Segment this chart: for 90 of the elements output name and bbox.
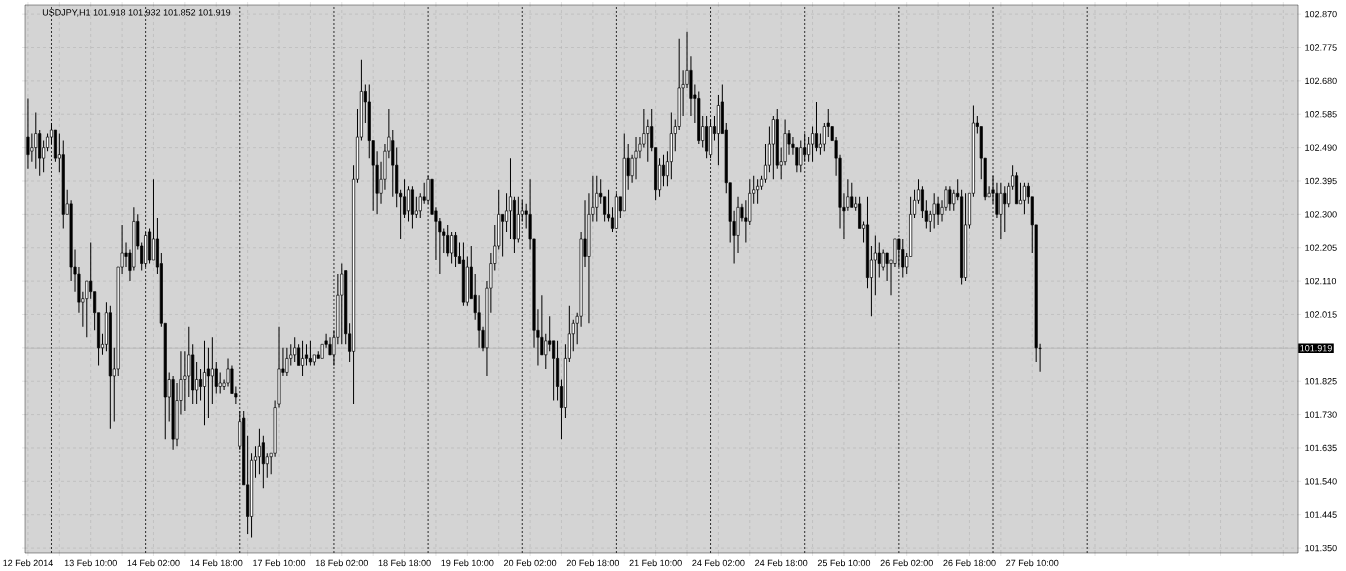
candlestick bbox=[595, 175, 599, 222]
x-tick-label: 24 Feb 18:00 bbox=[755, 559, 808, 567]
y-tick-label: 101.730 bbox=[1305, 411, 1337, 418]
candlestick bbox=[756, 178, 760, 205]
candlestick bbox=[846, 178, 850, 212]
candlestick bbox=[865, 196, 870, 289]
candlestick bbox=[410, 185, 414, 229]
candlestick bbox=[587, 192, 591, 324]
y-tick-label: 101.540 bbox=[1305, 478, 1337, 485]
candlestick bbox=[202, 340, 207, 426]
candlestick bbox=[705, 115, 709, 159]
candlestick bbox=[34, 111, 38, 170]
candlestick bbox=[175, 382, 179, 447]
candlestick bbox=[661, 154, 666, 187]
candlestick bbox=[999, 182, 1003, 240]
candlestick bbox=[206, 347, 210, 419]
x-tick-label: 19 Feb 10:00 bbox=[441, 559, 494, 567]
y-tick-label: 102.775 bbox=[1305, 44, 1337, 51]
y-tick-label: 102.585 bbox=[1305, 111, 1337, 118]
candlestick bbox=[936, 196, 940, 226]
candlestick bbox=[301, 340, 305, 377]
candlestick bbox=[183, 350, 187, 412]
candlestick bbox=[960, 189, 964, 286]
x-tick-label: 18 Feb 02:00 bbox=[315, 559, 368, 567]
candlestick bbox=[1003, 185, 1007, 233]
candlestick bbox=[210, 336, 214, 405]
candlestick bbox=[948, 185, 952, 212]
x-tick-label: 12 Feb 2014 bbox=[3, 559, 53, 567]
x-tick-label: 26 Feb 18:00 bbox=[943, 559, 996, 567]
x-tick-label: 20 Feb 18:00 bbox=[566, 559, 620, 567]
candlestick bbox=[807, 136, 811, 163]
x-tick-label: 20 Feb 02:00 bbox=[504, 559, 557, 567]
candlestick bbox=[38, 129, 42, 177]
candlestick bbox=[191, 343, 195, 405]
candlestick bbox=[944, 185, 948, 212]
candlestick bbox=[403, 178, 407, 219]
candlestick bbox=[250, 452, 254, 539]
candlestick bbox=[261, 435, 265, 489]
x-tick-label: 18 Feb 18:00 bbox=[378, 559, 431, 567]
x-tick-label: 25 Feb 10:00 bbox=[817, 559, 871, 567]
x-tick-label: 24 Feb 02:00 bbox=[692, 559, 745, 567]
y-tick-label: 102.300 bbox=[1305, 211, 1337, 218]
candlestick bbox=[257, 428, 261, 475]
candlestick bbox=[716, 94, 720, 166]
y-tick-label: 101.350 bbox=[1305, 544, 1337, 552]
x-tick-label: 13 Feb 10:00 bbox=[64, 559, 117, 567]
y-tick-label: 101.445 bbox=[1305, 511, 1337, 518]
y-tick-label: 102.395 bbox=[1305, 177, 1337, 185]
candlestick bbox=[199, 368, 203, 402]
candlestick bbox=[340, 263, 344, 345]
candlestick bbox=[391, 129, 395, 198]
candlestick bbox=[285, 347, 289, 377]
x-tick-label: 14 Feb 18:00 bbox=[190, 559, 243, 567]
candlestick bbox=[630, 154, 634, 184]
candlestick bbox=[771, 115, 775, 180]
candlestick bbox=[108, 305, 112, 430]
candlestick bbox=[218, 371, 222, 395]
candlestick bbox=[638, 136, 642, 159]
candlestick bbox=[132, 206, 136, 272]
candlestick bbox=[920, 185, 924, 219]
y-tick-label: 102.490 bbox=[1305, 144, 1337, 151]
x-tick-label: 21 Feb 10:00 bbox=[629, 559, 682, 567]
candlestick bbox=[418, 192, 422, 219]
candlestick bbox=[171, 375, 175, 451]
candlestick bbox=[465, 256, 469, 307]
x-tick-label: 27 Feb 10:00 bbox=[1006, 559, 1059, 567]
candlestick bbox=[783, 119, 787, 166]
y-tick-label: 102.015 bbox=[1305, 311, 1337, 318]
x-tick-label: 26 Feb 02:00 bbox=[880, 559, 933, 567]
y-tick-label: 101.825 bbox=[1305, 378, 1337, 385]
y-tick-label: 102.110 bbox=[1305, 277, 1337, 285]
candlestick bbox=[293, 336, 297, 363]
candlestick bbox=[669, 111, 673, 180]
candlestick bbox=[932, 192, 936, 229]
candlestick bbox=[901, 238, 905, 279]
candlestick bbox=[406, 185, 411, 222]
candlestick bbox=[822, 122, 826, 152]
candlestick bbox=[187, 326, 191, 398]
y-tick-label: 102.205 bbox=[1305, 244, 1337, 251]
candlestick bbox=[873, 234, 877, 296]
x-tick-label: 14 Feb 02:00 bbox=[127, 559, 180, 567]
candlestick bbox=[505, 192, 509, 233]
candlestick bbox=[477, 294, 481, 349]
y-tick-label: 102.870 bbox=[1305, 10, 1337, 18]
x-tick-label: 17 Feb 10:00 bbox=[253, 559, 306, 567]
y-tick-label: 102.680 bbox=[1305, 77, 1337, 85]
chart-title: USDJPY,H1 101.918 101.932 101.852 101.919 bbox=[42, 9, 231, 17]
candlestick bbox=[634, 136, 638, 180]
ref-line-label: 101.919 bbox=[1300, 345, 1332, 352]
y-tick-label: 101.635 bbox=[1305, 444, 1337, 452]
